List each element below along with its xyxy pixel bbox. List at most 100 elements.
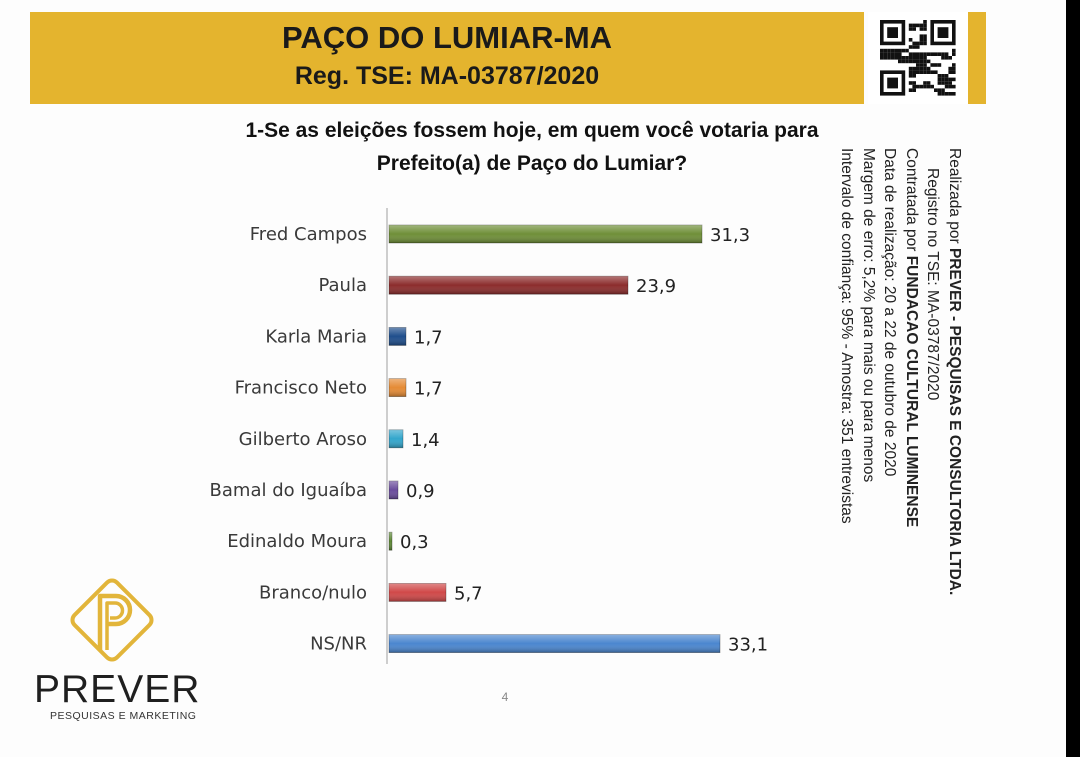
qr-module [908, 66, 913, 71]
bar-group: Fred Campos 31,3 [250, 224, 750, 246]
value-label: 1,7 [414, 327, 443, 348]
qr-module [912, 52, 916, 56]
note-line-author: Realizada por PREVER - PESQUISAS E CONSU… [946, 148, 963, 596]
qr-module [944, 52, 949, 56]
qr-module [941, 81, 945, 85]
qr-module [930, 84, 934, 89]
qr-module [898, 56, 902, 60]
qr-module [923, 59, 927, 64]
qr-module [916, 63, 920, 67]
qr-module [952, 63, 956, 67]
qr-module [941, 74, 945, 78]
qr-module [883, 48, 888, 53]
qr-module [919, 38, 924, 42]
qr-module [930, 63, 934, 67]
qr-module [883, 52, 888, 56]
qr-module [937, 81, 942, 85]
qr-module [923, 23, 927, 28]
value-label: 1,7 [414, 379, 443, 400]
value-label: 0,3 [400, 532, 429, 553]
qr-module [941, 77, 945, 82]
qr-module [948, 77, 952, 82]
note-line-contractor: Contratada por FUNDACAO CULTURAL LUMINEN… [903, 148, 920, 528]
qr-module [926, 59, 931, 64]
qr-module [912, 41, 916, 46]
qr-module [908, 88, 913, 92]
qr-module [887, 56, 891, 60]
qr-module [908, 27, 913, 31]
bar-group: Paula 23,9 [318, 275, 676, 297]
qr-module [948, 66, 952, 71]
page-title: PAÇO DO LUMIAR-MA [281, 20, 613, 55]
qr-module [919, 52, 924, 56]
value-label: 1,4 [411, 430, 440, 451]
qr-module [923, 41, 927, 46]
qr-module [944, 74, 949, 78]
qr-module [919, 27, 924, 31]
bar-bevel [389, 583, 446, 602]
qr-module [952, 92, 956, 96]
bar-group: Bamal do Iguaíba 0,9 [210, 480, 435, 502]
qr-module [912, 23, 916, 28]
qr-module [937, 52, 942, 56]
bar-bevel [389, 481, 398, 499]
value-label: 33,1 [728, 635, 768, 656]
qr-module [952, 77, 956, 82]
qr-module [926, 81, 931, 85]
qr-module [916, 52, 920, 56]
qr-module [883, 56, 888, 60]
qr-module [916, 84, 920, 89]
qr-module [912, 74, 916, 78]
qr-module [908, 56, 913, 60]
qr-module [923, 20, 927, 24]
qr-module [919, 23, 924, 28]
qr-module [908, 59, 913, 64]
qr-module [923, 84, 927, 89]
qr-module [934, 63, 938, 67]
qr-module [923, 27, 927, 31]
bar-bevel [389, 634, 720, 653]
note-line-registration: Registro no TSE: MA-03787/2020 [924, 168, 942, 401]
logo-tagline: PESQUISAS E MARKETING [50, 710, 197, 722]
qr-module [941, 92, 945, 96]
qr-module [923, 52, 927, 56]
qr-module [890, 48, 895, 53]
bar-group: Karla Maria 1,7 [265, 326, 442, 348]
value-label: 0,9 [406, 481, 435, 502]
qr-module [908, 52, 913, 56]
qr-module [908, 70, 913, 74]
qr-module [901, 48, 906, 53]
qr-module [887, 27, 898, 38]
qr-module [887, 48, 891, 53]
qr-module [937, 92, 942, 96]
qr-module [901, 59, 906, 64]
bar-bevel [389, 429, 403, 448]
qr-module [930, 52, 934, 56]
qr-module [916, 23, 920, 28]
qr-module [919, 66, 924, 71]
qr-module [923, 66, 927, 71]
qr-module [948, 70, 952, 74]
qr-module [941, 52, 945, 56]
category-label: NS/NR [310, 634, 367, 655]
qr-module [916, 45, 920, 49]
qr-module [908, 45, 913, 49]
qr-module [934, 70, 938, 74]
qr-module [890, 56, 895, 60]
qr-module [926, 66, 931, 71]
qr-module [952, 84, 956, 89]
qr-module [948, 56, 952, 60]
qr-module [941, 56, 945, 60]
qr-module [898, 48, 902, 53]
qr-module [912, 70, 916, 74]
qr-module [887, 52, 891, 56]
question-line-1: 1-Se as eleições fossem hoje, em quem vo… [245, 119, 819, 142]
bar-bevel [389, 327, 406, 346]
value-label: 31,3 [710, 225, 750, 246]
note-line-margin: Margem de erro: 5,2% para mais ou para m… [860, 148, 877, 483]
note-line-dates: Data de realização: 20 a 22 de outubro d… [881, 148, 899, 477]
qr-module [937, 63, 942, 67]
qr-module [923, 63, 927, 67]
value-label: 23,9 [636, 276, 676, 297]
